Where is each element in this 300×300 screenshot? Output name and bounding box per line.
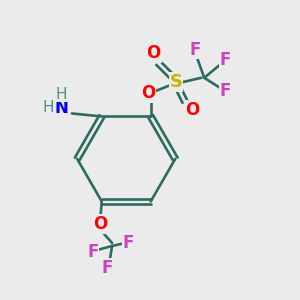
Text: H: H — [43, 100, 54, 115]
Text: F: F — [219, 82, 231, 100]
Text: F: F — [190, 40, 201, 58]
Text: N: N — [55, 98, 68, 116]
Text: F: F — [123, 234, 134, 252]
Text: H: H — [56, 87, 67, 102]
Text: F: F — [87, 243, 98, 261]
Text: F: F — [219, 51, 231, 69]
Text: O: O — [147, 44, 161, 62]
Text: S: S — [169, 73, 182, 91]
Text: O: O — [141, 84, 155, 102]
Text: O: O — [185, 101, 200, 119]
Text: F: F — [102, 259, 113, 277]
Text: O: O — [93, 215, 107, 233]
